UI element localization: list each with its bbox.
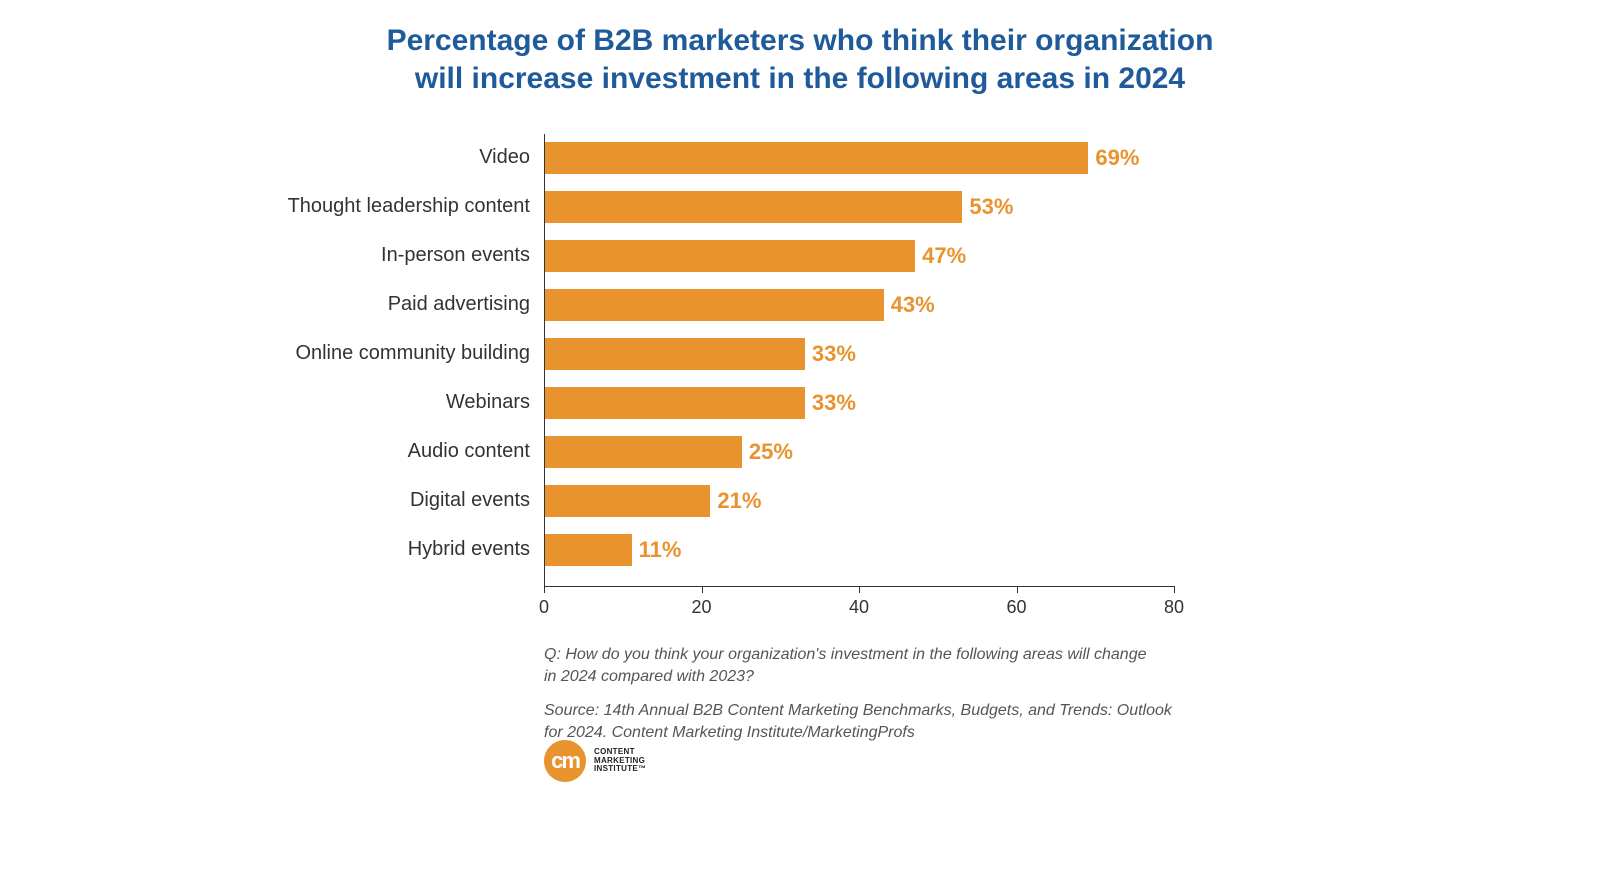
footnote-source-text: Source: 14th Annual B2B Content Marketin… — [544, 702, 1172, 741]
x-tick — [1017, 586, 1018, 593]
x-tick-label: 80 — [1154, 597, 1194, 618]
bar-category-label: In-person events — [381, 244, 530, 267]
bar-category-label: Paid advertising — [388, 293, 530, 316]
bar-value-label: 33% — [812, 341, 856, 367]
bar-value-label: 25% — [749, 439, 793, 465]
x-tick-label: 0 — [524, 597, 564, 618]
bar-value-label: 47% — [922, 243, 966, 269]
bar-category-label: Audio content — [408, 440, 530, 463]
cmi-logo-text-l1: CONTENT — [594, 747, 635, 756]
x-tick — [859, 586, 860, 593]
x-tick-label: 40 — [839, 597, 879, 618]
bar-value-label: 69% — [1095, 145, 1139, 171]
x-tick — [1174, 586, 1175, 593]
cmi-logo-letters: cm — [551, 748, 579, 774]
bar-chart: 0 20 40 60 80 69% Video 53% Thought leadership c… — [0, 0, 1600, 879]
x-tick-label: 60 — [997, 597, 1037, 618]
x-tick — [702, 586, 703, 593]
bar-category-label: Hybrid events — [408, 538, 530, 561]
chart-container: Percentage of B2B marketers who think th… — [0, 0, 1600, 879]
bar-value-label: 11% — [639, 537, 682, 563]
x-tick — [544, 586, 545, 593]
bar-category-label: Video — [479, 146, 530, 169]
cmi-logo-text: CONTENT MARKETING INSTITUTE™ — [594, 748, 646, 774]
bar-value-label: 33% — [812, 390, 856, 416]
bar-value-label: 21% — [717, 488, 761, 514]
footnote-question: Q: How do you think your organization's … — [544, 644, 1146, 688]
bar — [545, 240, 915, 272]
bar — [545, 191, 962, 223]
bar-category-label: Thought leadership content — [288, 195, 530, 218]
x-tick-label: 20 — [682, 597, 722, 618]
bar — [545, 289, 884, 321]
bar — [545, 436, 742, 468]
footnote-question-l1: Q: How do you think your organization's … — [544, 646, 1146, 663]
footnote-source: Source: 14th Annual B2B Content Marketin… — [544, 700, 1194, 744]
cmi-logo-mark: cm — [544, 740, 586, 782]
bar — [545, 338, 805, 370]
cmi-logo-text-l2: MARKETING — [594, 756, 645, 765]
cmi-logo-text-l3: INSTITUTE™ — [594, 764, 646, 773]
bar-value-label: 43% — [891, 292, 935, 318]
bar-category-label: Webinars — [446, 391, 530, 414]
bar-category-label: Online community building — [295, 342, 530, 365]
cmi-logo: cm CONTENT MARKETING INSTITUTE™ — [544, 740, 646, 782]
bar — [545, 142, 1088, 174]
bar — [545, 534, 632, 566]
footnote-question-l2: in 2024 compared with 2023? — [544, 668, 754, 685]
bar — [545, 387, 805, 419]
bar — [545, 485, 710, 517]
bar-category-label: Digital events — [410, 489, 530, 512]
bar-value-label: 53% — [969, 194, 1013, 220]
